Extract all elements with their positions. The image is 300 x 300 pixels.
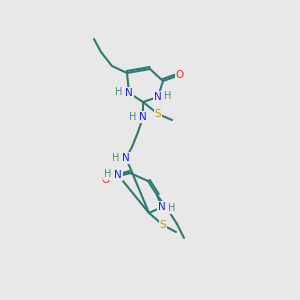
Text: N: N	[139, 112, 147, 122]
Text: N: N	[125, 88, 133, 98]
Text: S: S	[160, 220, 166, 230]
Text: N: N	[122, 153, 130, 163]
Text: H: H	[115, 87, 123, 97]
Text: N: N	[114, 170, 122, 180]
Text: N: N	[154, 92, 162, 102]
Text: O: O	[176, 70, 184, 80]
Text: H: H	[104, 169, 112, 179]
Text: H: H	[112, 153, 120, 163]
Text: H: H	[168, 203, 176, 213]
Text: H: H	[164, 91, 172, 101]
Text: N: N	[158, 202, 166, 212]
Text: O: O	[101, 175, 109, 185]
Text: H: H	[129, 112, 137, 122]
Text: S: S	[155, 109, 161, 119]
